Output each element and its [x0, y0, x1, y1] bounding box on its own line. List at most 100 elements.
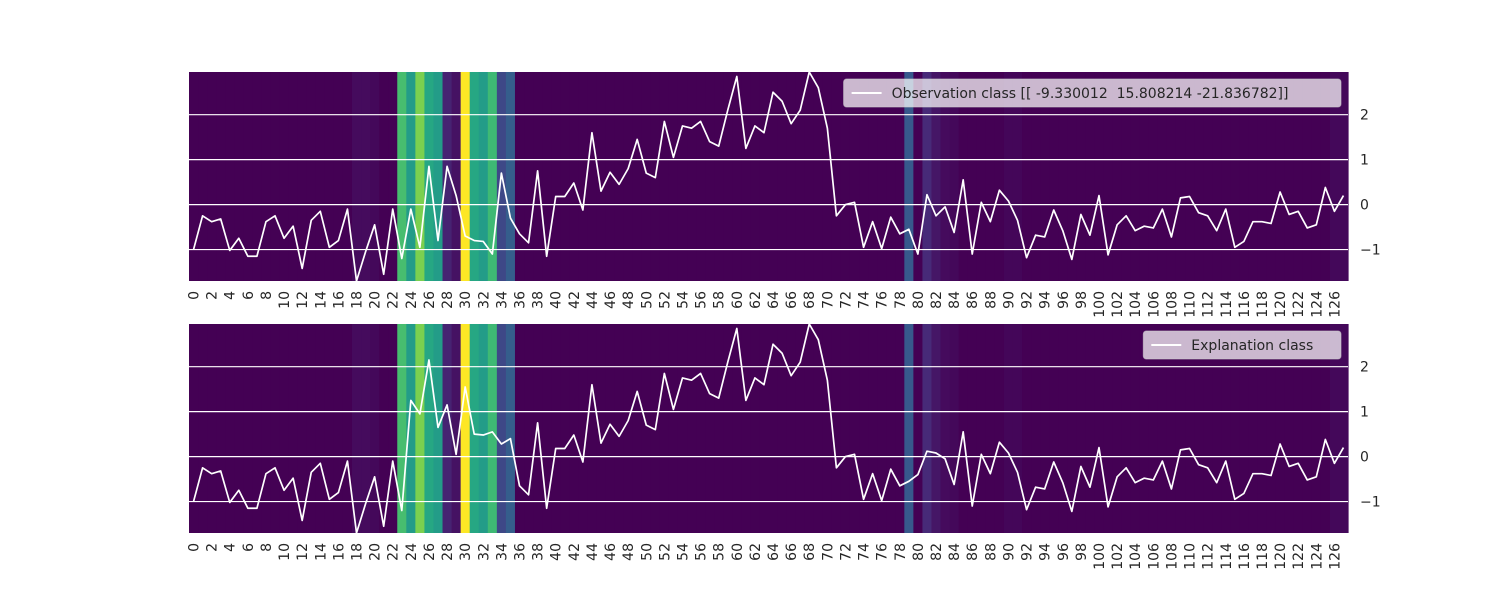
heatmap-cell — [687, 324, 697, 533]
heatmap-cell — [1049, 72, 1059, 281]
heatmap-cell — [315, 72, 326, 281]
x-tick-label: 108 — [1164, 291, 1180, 318]
heatmap-cell — [623, 72, 634, 281]
heatmap-cell — [931, 72, 942, 281]
heatmap-cell — [361, 324, 371, 533]
heatmap-cell — [478, 324, 489, 533]
x-tick-label: 36 — [512, 543, 528, 561]
heatmap-cell — [1058, 72, 1068, 281]
heatmap-cell — [895, 324, 905, 533]
x-tick-label: 104 — [1128, 291, 1144, 318]
x-tick-label: 56 — [694, 543, 710, 561]
heatmap-cell — [1175, 324, 1186, 533]
heatmap-cell — [1166, 72, 1177, 281]
x-tick-label: 84 — [947, 291, 963, 309]
x-tick-label: 34 — [494, 543, 510, 561]
heatmap-cell — [641, 72, 652, 281]
x-tick-label: 102 — [1110, 291, 1126, 318]
x-tick-label: 26 — [422, 291, 438, 309]
heatmap-cell — [1329, 324, 1340, 533]
legend: Explanation class — [1142, 330, 1342, 360]
heatmap-cell — [424, 324, 435, 533]
x-tick-label: 120 — [1273, 543, 1289, 570]
heatmap-cell — [904, 324, 914, 533]
heatmap-cell — [940, 324, 951, 533]
heatmap-cell — [279, 324, 290, 533]
heatmap-cell — [243, 72, 253, 281]
heatmap-cell — [505, 324, 516, 533]
heatmap-cell — [388, 324, 398, 533]
heatmap-cell — [1148, 324, 1159, 533]
y-tick-label: 0 — [1360, 450, 1369, 466]
heatmap-cell — [614, 324, 625, 533]
x-tick-label: 120 — [1273, 291, 1289, 318]
heatmap-cell — [442, 72, 453, 281]
heatmap-cell — [868, 72, 878, 281]
heatmap-cell — [1275, 72, 1286, 281]
x-tick-label: 26 — [422, 543, 438, 561]
heatmap-cell — [1121, 72, 1132, 281]
heatmap-cell — [1239, 324, 1249, 533]
heatmap-cell — [342, 72, 353, 281]
heatmap-cell — [261, 324, 272, 533]
heatmap-cell — [741, 72, 751, 281]
heatmap-cell — [1022, 324, 1032, 533]
x-tick-label: 118 — [1255, 543, 1271, 570]
heatmap-cell — [795, 324, 806, 533]
x-tick-label: 52 — [657, 543, 673, 561]
heatmap-cell — [1257, 72, 1268, 281]
x-tick-label: 50 — [639, 543, 655, 561]
heatmap-cell — [406, 72, 416, 281]
heatmap-cell — [605, 324, 616, 533]
heatmap-cell — [786, 72, 797, 281]
heatmap-cell — [777, 72, 788, 281]
heatmap-cell — [804, 324, 815, 533]
heatmap-cell — [1139, 324, 1150, 533]
heatmap-cell — [949, 72, 960, 281]
x-tick-label: 66 — [784, 543, 800, 561]
heatmap-cell — [741, 324, 751, 533]
heatmap-cell — [551, 324, 561, 533]
heatmap-cell — [632, 324, 643, 533]
heatmap-cell — [849, 72, 860, 281]
heatmap-cell — [333, 324, 344, 533]
heatmap-cell — [668, 72, 679, 281]
heatmap-cell — [1157, 324, 1168, 533]
heatmap-cell — [198, 324, 208, 533]
series-line — [192, 71, 1345, 282]
heatmap-cell — [587, 324, 598, 533]
x-tick-label: 124 — [1309, 291, 1325, 318]
heatmap-cell — [723, 324, 733, 533]
heatmap-cell — [732, 72, 742, 281]
x-tick-label: 100 — [1092, 291, 1108, 318]
heatmap-cell — [596, 324, 607, 533]
heatmap-cell — [1103, 324, 1114, 533]
x-tick-label: 96 — [1056, 291, 1072, 309]
heatmap-cell — [687, 72, 697, 281]
x-tick-label: 86 — [965, 291, 981, 309]
heatmap-cell — [1185, 72, 1195, 281]
heatmap-cell — [605, 72, 616, 281]
heatmap-cell — [207, 324, 217, 533]
x-tick-label: 38 — [531, 543, 547, 561]
heatmap-cell — [1076, 72, 1087, 281]
heatmap-cell — [976, 324, 987, 533]
heatmap-cell — [696, 72, 706, 281]
heatmap-cell — [216, 72, 226, 281]
heatmap-cell — [469, 324, 480, 533]
heatmap-cell — [886, 324, 896, 533]
heatmap-cell — [813, 324, 824, 533]
x-tick-label: 84 — [947, 543, 963, 561]
x-tick-label: 56 — [694, 291, 710, 309]
heatmap-cell — [1139, 72, 1150, 281]
heatmap-cell — [569, 324, 579, 533]
y-tick-label: 0 — [1360, 198, 1369, 214]
heatmap-cell — [1203, 324, 1213, 533]
heatmap-cell — [379, 72, 389, 281]
x-tick-label: 68 — [802, 543, 818, 561]
heatmap-cell — [868, 324, 878, 533]
heatmap-cell — [831, 72, 842, 281]
heatmap-cell — [940, 72, 951, 281]
x-tick-label: 126 — [1327, 291, 1343, 318]
